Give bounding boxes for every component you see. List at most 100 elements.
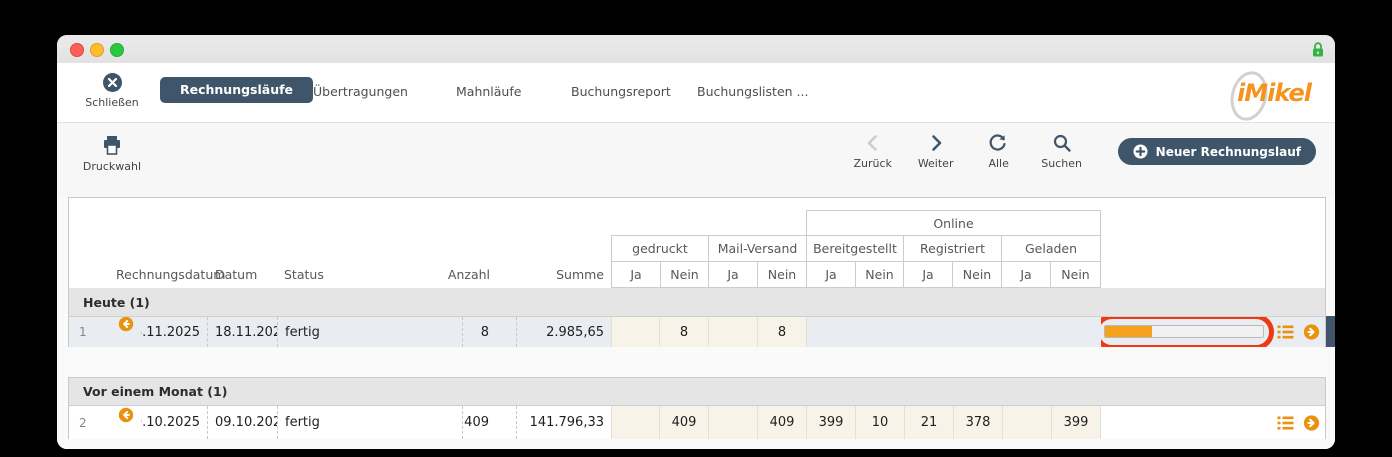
col-group-geladen: Geladen [1001, 235, 1101, 262]
cell-bereitgestellt-ja [807, 317, 856, 347]
neuer-rechnungslauf-label: Neuer Rechnungslauf [1155, 144, 1301, 159]
progress-fill [1105, 326, 1153, 337]
list-icon[interactable] [1277, 415, 1294, 430]
cell-mail-nein: 8 [758, 317, 807, 347]
printer-icon [100, 134, 124, 157]
open-run-icon[interactable] [118, 407, 134, 423]
alle-label: Alle [988, 157, 1009, 170]
schliessen-label: Schließen [85, 96, 139, 109]
neuer-rechnungslauf-button[interactable]: Neuer Rechnungslauf [1117, 138, 1316, 165]
progress-bar [1104, 325, 1264, 338]
scrollbar-thumb[interactable] [1326, 316, 1335, 347]
alle-button[interactable]: Alle [978, 133, 1020, 170]
col-header-datum[interactable]: Datum [215, 267, 258, 282]
window-zoom-button[interactable] [110, 43, 124, 57]
cell-summe: 2.985,65 [546, 324, 604, 340]
col-header-gedruckt-nein: Nein [660, 261, 709, 288]
content-area: Rechnungsdatum Datum Status Anzahl Summe… [57, 197, 1335, 449]
col-group-mail-versand: Mail-Versand [708, 235, 807, 262]
col-group-gedruckt: gedruckt [611, 235, 709, 262]
col-header-mail-ja: Ja [708, 261, 758, 288]
druckwahl-label: Druckwahl [82, 160, 142, 173]
cell-anzahl: 409 [463, 406, 517, 439]
group-row-vor-einem-monat[interactable]: Vor einem Monat (1) [69, 378, 1325, 406]
list-icon[interactable] [1277, 325, 1294, 340]
col-header-mail-nein: Nein [757, 261, 807, 288]
cell-mail-nein: 409 [758, 406, 807, 439]
zurueck-button[interactable]: Zurück [852, 133, 894, 170]
cell-geladen-nein [1052, 317, 1101, 347]
weiter-label: Weiter [917, 157, 954, 170]
lock-icon [1311, 41, 1325, 58]
col-group-online: Online [806, 210, 1101, 236]
cell-datum: 18.11.2025 [208, 317, 278, 347]
tab-mahnlaeufe[interactable]: Mahnläufe [456, 84, 522, 99]
tab-uebertragungen[interactable]: Übertragungen [313, 84, 408, 99]
window-titlebar [57, 35, 1335, 64]
table-section-heute: Rechnungsdatum Datum Status Anzahl Summe… [68, 197, 1326, 347]
window-minimize-button[interactable] [90, 43, 104, 57]
cell-status: fertig [278, 406, 463, 439]
druckwahl-button[interactable]: Druckwahl [81, 134, 143, 173]
cell-bereitgestellt-nein: 10 [856, 406, 905, 439]
table-header: Rechnungsdatum Datum Status Anzahl Summe… [69, 198, 1325, 288]
suchen-button[interactable]: Suchen [1041, 133, 1083, 170]
app-window: Schließen Rechnungsläufe Übertragungen M… [57, 35, 1335, 449]
col-header-summe[interactable]: Summe [556, 267, 604, 282]
table-row[interactable]: 1 18.11.2025 18.11.2025 fertig 8 2.985,6… [69, 317, 1325, 347]
logo-text: iMikel [1237, 79, 1312, 107]
cell-bereitgestellt-ja: 399 [807, 406, 856, 439]
cell-gedruckt-nein: 8 [660, 317, 709, 347]
cell-mail-ja [709, 406, 758, 439]
go-arrow-icon[interactable] [1303, 414, 1320, 431]
action-toolbar: Druckwahl Zurück Weiter [57, 123, 1335, 197]
cell-actions [1101, 406, 1325, 439]
chevron-left-icon [863, 133, 883, 153]
window-close-button[interactable] [70, 43, 84, 57]
cell-summe: 141.796,33 [529, 415, 604, 430]
col-group-bereitgestellt: Bereitgestellt [806, 235, 904, 262]
col-header-gedruckt-ja: Ja [611, 261, 661, 288]
table-row[interactable]: 2 09.10.2025 09.10.2025 fertig 409 141.7… [69, 406, 1325, 439]
col-header-anzahl[interactable]: Anzahl [447, 267, 490, 282]
plus-circle-icon [1133, 144, 1148, 159]
group-row-label: Vor einem Monat (1) [83, 384, 228, 399]
search-icon [1052, 133, 1072, 153]
col-header-bereit-nein: Nein [855, 261, 904, 288]
col-header-geladen-nein: Nein [1050, 261, 1101, 288]
cell-geladen-nein: 399 [1052, 406, 1101, 439]
cell-registriert-nein: 378 [954, 406, 1003, 439]
open-run-icon[interactable] [118, 317, 134, 332]
col-header-registriert-nein: Nein [952, 261, 1002, 288]
suchen-label: Suchen [1041, 157, 1083, 170]
cell-gedruckt-ja [611, 406, 660, 439]
go-arrow-icon[interactable] [1303, 324, 1320, 341]
schliessen-button[interactable]: Schließen [81, 72, 143, 109]
cell-rechnungsdatum: 09.10.2025 [141, 406, 208, 439]
row-number: 2 [79, 415, 87, 430]
nav-cluster: Zurück Weiter Alle [852, 133, 1316, 170]
tab-buchungsreport[interactable]: Buchungsreport [571, 84, 671, 99]
cell-registriert-ja [905, 317, 954, 347]
row-number: 1 [79, 325, 87, 339]
col-header-registriert-ja: Ja [903, 261, 953, 288]
cell-registriert-ja: 21 [905, 406, 954, 439]
imikel-logo: iMikel [1225, 67, 1315, 125]
cell-rechnungsdatum: 18.11.2025 [141, 317, 208, 347]
cell-registriert-nein [954, 317, 1003, 347]
table-section-vor-einem-monat: Vor einem Monat (1) 2 09.10.2025 09.10.2… [68, 377, 1326, 439]
col-header-geladen-ja: Ja [1001, 261, 1051, 288]
weiter-button[interactable]: Weiter [915, 133, 957, 170]
cell-gedruckt-nein: 409 [660, 406, 709, 439]
tab-buchungslisten[interactable]: Buchungslisten ... [697, 84, 809, 99]
col-header-bereit-ja: Ja [806, 261, 856, 288]
col-header-status[interactable]: Status [284, 267, 324, 282]
cell-status: fertig [278, 317, 463, 347]
col-header-rechnungsdatum[interactable]: Rechnungsdatum [116, 267, 226, 282]
cell-anzahl: 8 [463, 317, 517, 347]
chevron-right-icon [926, 133, 946, 153]
tab-rechnungslaeufe[interactable]: Rechnungsläufe [160, 77, 314, 103]
col-group-registriert: Registriert [903, 235, 1002, 262]
cell-geladen-ja [1003, 406, 1052, 439]
group-row-heute[interactable]: Heute (1) [69, 288, 1325, 317]
